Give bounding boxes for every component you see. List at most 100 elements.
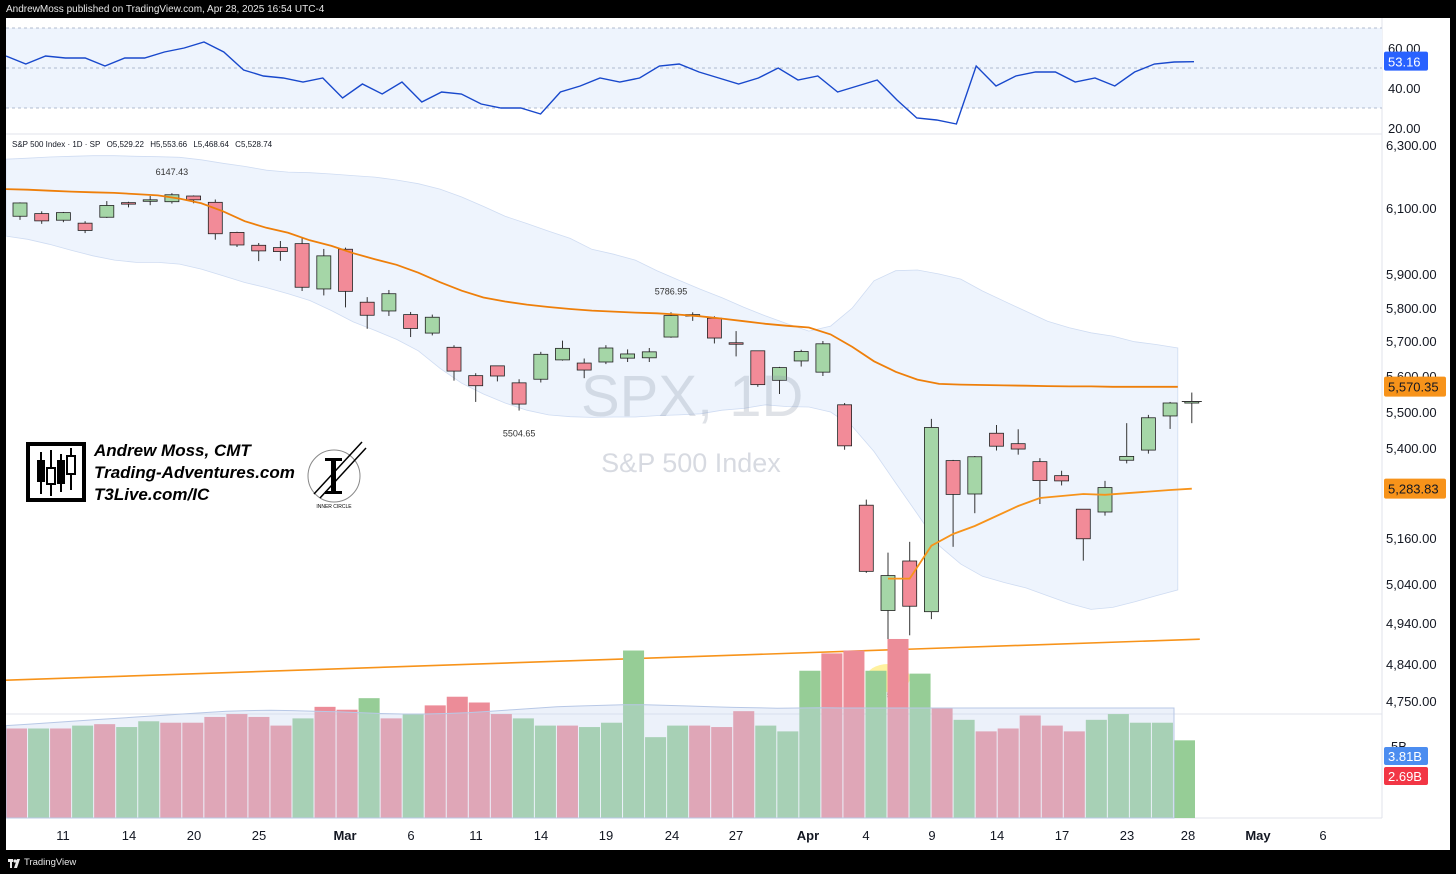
volume-bar	[755, 725, 777, 818]
candle	[1075, 508, 1091, 561]
volume-bar	[358, 698, 380, 818]
volume-bar	[512, 718, 534, 818]
price-value-label	[1384, 478, 1446, 499]
chart-frame[interactable]: 60.00 40.00 20.00 53.16 6147.43 5786.95 5504.6…	[6, 18, 1450, 850]
candle	[598, 345, 614, 365]
candle	[1010, 429, 1026, 455]
candle	[1054, 470, 1069, 486]
volume-bar	[1019, 715, 1041, 818]
candle	[251, 242, 267, 262]
price-value-text: 5,283.83	[1388, 482, 1439, 497]
legend-high: H5,553.66	[150, 140, 188, 149]
inner-circle-logo-icon: INNER CIRCLE	[307, 441, 367, 510]
candle	[316, 248, 332, 296]
candlestick-logo-icon	[26, 442, 86, 502]
candle-body	[1032, 461, 1048, 481]
volume-bar	[248, 716, 270, 818]
signature-line-2: Trading-Adventures.com	[94, 463, 295, 482]
volume-bar	[226, 714, 248, 818]
candle	[1162, 401, 1178, 429]
time-axis-tick: 25	[252, 828, 266, 843]
candle-body	[924, 427, 939, 613]
candle	[924, 418, 939, 620]
candle	[468, 373, 484, 402]
time-axis-tick: 11	[469, 828, 483, 843]
ohlc-legend: S&P 500 Index · 1D · SP O5,529.22 H5,553…	[12, 140, 276, 149]
signature-line-1: Andrew Moss, CMT	[94, 441, 251, 460]
time-axis-tick: Mar	[333, 828, 356, 843]
candle	[229, 231, 245, 247]
volume-bar	[1107, 714, 1129, 818]
time-axis-tick: 17	[1055, 828, 1069, 843]
volume-bar	[733, 711, 755, 818]
candle-body	[641, 351, 657, 359]
candle-body	[858, 504, 874, 572]
candle-body	[142, 199, 158, 202]
volume-bar	[446, 696, 468, 818]
candle	[142, 196, 158, 206]
candle	[381, 289, 397, 316]
candle	[837, 403, 852, 450]
volume-bar	[94, 724, 116, 818]
price-axis-tick: 5,500.00	[1386, 405, 1437, 420]
legend-close: C5,528.74	[235, 140, 273, 149]
volume-bar	[424, 705, 446, 818]
price-axis-tick: 6,100.00	[1386, 201, 1437, 216]
volume-bar	[843, 650, 865, 818]
candle-body	[880, 575, 896, 611]
volume-bar	[490, 714, 512, 818]
candle-body	[34, 213, 50, 222]
volume-bar	[336, 709, 358, 818]
candle-body	[77, 222, 93, 231]
candle	[403, 311, 419, 338]
time-axis-tick: 4	[862, 828, 869, 843]
rsi-value-text: 53.16	[1388, 55, 1421, 70]
volume-bar	[821, 653, 843, 818]
candle	[750, 350, 766, 387]
time-axis-tick: 9	[928, 828, 935, 843]
ma-short-line	[888, 487, 1192, 580]
candle	[815, 341, 831, 376]
price-axis-tick: 5,040.00	[1386, 577, 1437, 592]
volume-bar	[160, 722, 182, 818]
ma-mid-line	[6, 188, 1178, 388]
candle-body	[1097, 487, 1113, 513]
price-chart-svg[interactable]: 60.0040.0020.0053.166147.435786.955504.6…	[6, 18, 1450, 850]
volume-bar	[623, 650, 645, 818]
price-value-label	[1384, 376, 1446, 397]
candle	[1141, 414, 1156, 454]
candle-body	[663, 315, 679, 338]
price-axis-tick: 5,700.00	[1386, 334, 1437, 349]
volume-value-text: 2.69B	[1388, 769, 1422, 784]
candle	[576, 358, 592, 379]
candle-body	[56, 212, 71, 221]
volume-value-label	[1384, 767, 1428, 785]
price-axis-tick: 4,940.00	[1386, 616, 1437, 631]
candle	[902, 541, 918, 636]
candle	[728, 331, 744, 357]
candle-body	[1141, 417, 1156, 451]
signature-line-3: T3Live.com/IC	[94, 485, 210, 504]
time-axis-tick: 24	[665, 828, 679, 843]
volume-bar	[1173, 740, 1195, 818]
legend-open: O5,529.22	[106, 140, 144, 149]
time-axis-tick: 14	[990, 828, 1004, 843]
volume-bar	[556, 725, 578, 818]
candle	[489, 365, 505, 382]
ticker-watermark: SPX, 1D	[581, 364, 804, 429]
tradingview-logo-icon	[8, 858, 20, 868]
volume-bar	[1085, 719, 1107, 818]
volume-bar	[1063, 731, 1085, 818]
candle-body	[620, 353, 635, 359]
time-axis-tick: May	[1245, 828, 1271, 843]
volume-bar	[204, 716, 226, 818]
volume-bar	[72, 725, 94, 818]
candle-body	[99, 205, 115, 218]
volume-bar	[1151, 722, 1173, 818]
candle-body	[728, 342, 744, 345]
price-axis-tick: 5,160.00	[1386, 531, 1437, 546]
candle-body	[251, 244, 267, 252]
volume-value-text: 3.81B	[1388, 749, 1422, 764]
rsi-axis-tick: 20.00	[1388, 121, 1421, 136]
candle-body	[902, 560, 918, 607]
